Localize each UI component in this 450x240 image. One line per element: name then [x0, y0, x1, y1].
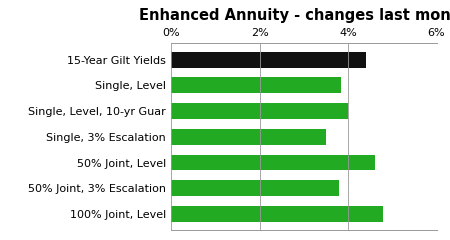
Bar — [171, 155, 374, 170]
Title: Enhanced Annuity - changes last month: Enhanced Annuity - changes last month — [139, 8, 450, 23]
Bar — [171, 103, 348, 119]
Bar — [171, 52, 366, 68]
Bar — [171, 180, 339, 196]
Bar — [171, 206, 383, 222]
Bar — [171, 129, 326, 145]
Bar — [171, 78, 342, 93]
